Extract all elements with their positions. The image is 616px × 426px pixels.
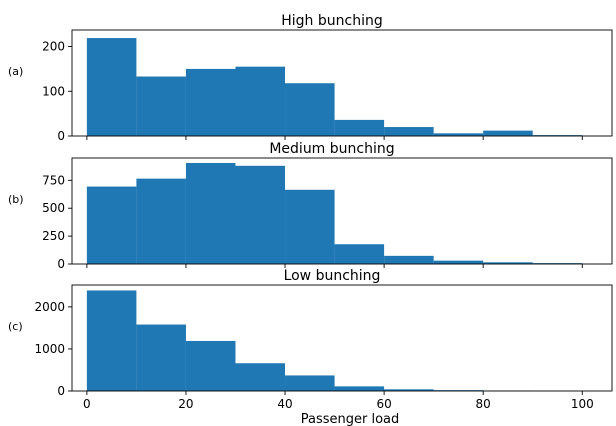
histogram-bar bbox=[86, 38, 137, 137]
y-tick-label: 250 bbox=[42, 229, 65, 243]
histogram-bar bbox=[285, 189, 335, 264]
histogram-bar bbox=[235, 165, 286, 264]
y-tick-label: 500 bbox=[42, 201, 65, 215]
histogram-bar bbox=[136, 76, 186, 136]
panel-label: (c) bbox=[8, 320, 23, 333]
x-tick-label: 40 bbox=[277, 397, 292, 411]
panel-title: Medium bunching bbox=[269, 141, 394, 157]
histogram-bar bbox=[384, 127, 434, 136]
axes-frame bbox=[71, 29, 613, 137]
panel-1 bbox=[68, 29, 613, 140]
histogram-bar bbox=[483, 262, 533, 264]
histogram-bar bbox=[384, 389, 434, 391]
x-tick-label: 0 bbox=[83, 397, 91, 411]
y-tick-label: 100 bbox=[42, 84, 65, 98]
y-tick-label: 200 bbox=[42, 40, 65, 54]
y-tick-label: 0 bbox=[57, 257, 65, 271]
histogram-bar bbox=[285, 83, 335, 136]
axes-frame bbox=[71, 284, 613, 392]
y-tick-label: 0 bbox=[57, 384, 65, 398]
x-tick-label: 20 bbox=[178, 397, 193, 411]
panel-3 bbox=[68, 284, 613, 395]
axes-frame bbox=[71, 157, 613, 265]
histogram-bar bbox=[136, 178, 186, 264]
histogram-bar bbox=[483, 130, 533, 136]
panel-label: (b) bbox=[8, 193, 24, 206]
x-tick-label: 80 bbox=[476, 397, 491, 411]
histogram-bar bbox=[433, 133, 484, 136]
panel-2 bbox=[68, 157, 613, 268]
y-tick-label: 750 bbox=[42, 173, 65, 187]
histogram-bar bbox=[235, 66, 286, 136]
histogram-bar bbox=[185, 163, 236, 264]
x-tick-label: 100 bbox=[571, 397, 594, 411]
histogram-bar bbox=[235, 363, 286, 391]
histogram-bar bbox=[136, 324, 186, 391]
x-tick-label: 60 bbox=[376, 397, 391, 411]
y-tick-label: 1000 bbox=[34, 342, 65, 356]
histogram-bar bbox=[86, 290, 137, 391]
histogram-bar bbox=[334, 119, 385, 136]
histogram-bar bbox=[185, 340, 236, 391]
histogram-bar bbox=[185, 68, 236, 136]
histogram-bar bbox=[334, 386, 385, 391]
histogram-bar bbox=[334, 244, 385, 264]
panel-title: Low bunching bbox=[284, 268, 381, 284]
histogram-bar bbox=[433, 260, 484, 264]
x-axis-label: Passenger load bbox=[301, 412, 400, 426]
y-tick-label: 0 bbox=[57, 129, 65, 143]
panel-label: (a) bbox=[8, 65, 23, 78]
panel-title: High bunching bbox=[281, 13, 382, 29]
histogram-bar bbox=[384, 255, 434, 264]
histogram-bar bbox=[285, 375, 335, 391]
histogram-bar bbox=[86, 186, 137, 264]
y-tick-label: 2000 bbox=[34, 300, 65, 314]
